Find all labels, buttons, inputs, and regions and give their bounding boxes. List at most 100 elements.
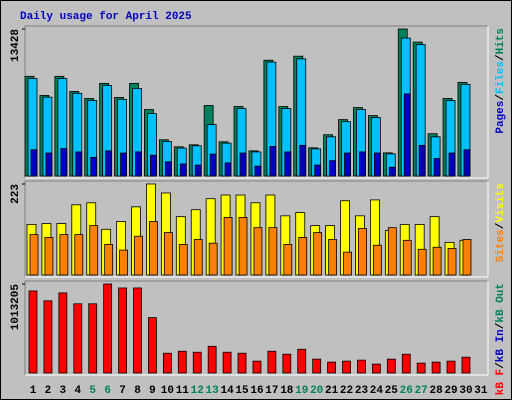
bar	[177, 350, 187, 374]
x-tick-label: 2	[45, 385, 52, 397]
bar	[28, 290, 38, 374]
bar	[432, 246, 442, 276]
legend: kB F/kB In/kB Out	[495, 283, 507, 395]
bar	[30, 149, 38, 177]
bar	[133, 287, 142, 374]
x-tick-label: 7	[119, 385, 126, 397]
x-tick-label: 29	[444, 385, 457, 397]
bar	[239, 152, 247, 177]
bar	[253, 227, 263, 276]
bar	[448, 152, 456, 177]
x-tick-label: 25	[385, 385, 399, 397]
x-tick-label: 16	[250, 385, 263, 397]
bar	[388, 166, 396, 177]
bar	[372, 244, 382, 276]
bar	[222, 351, 232, 374]
bar	[357, 359, 366, 374]
bar	[194, 164, 202, 177]
x-tick-label: 21	[325, 385, 339, 397]
x-tick-label: 30	[459, 385, 472, 397]
bar	[238, 217, 248, 276]
bar	[224, 162, 232, 177]
bar	[371, 363, 381, 374]
bar	[134, 235, 143, 276]
bar	[103, 283, 113, 374]
bar	[74, 234, 84, 276]
x-tick-label: 12	[191, 385, 204, 397]
bar	[44, 237, 54, 276]
bar	[105, 150, 113, 177]
bar	[401, 353, 411, 374]
bar	[208, 242, 218, 276]
legend-entry: Sites	[495, 229, 507, 262]
x-tick-label: 17	[265, 385, 278, 397]
bar	[373, 152, 381, 177]
bar	[312, 358, 322, 374]
bar	[314, 164, 322, 177]
bar	[58, 292, 68, 374]
bar	[418, 144, 426, 177]
bar	[119, 249, 128, 276]
bar	[192, 351, 202, 374]
x-tick-label: 15	[235, 385, 249, 397]
x-tick-label: 23	[355, 385, 369, 397]
bar	[269, 146, 277, 177]
bar	[343, 251, 352, 276]
bar	[461, 356, 471, 374]
bar	[416, 362, 426, 374]
bar	[223, 217, 233, 276]
bar	[209, 153, 217, 177]
bar	[328, 239, 338, 276]
x-tick-label: 31	[474, 385, 488, 397]
legend-entry: kB Out	[495, 283, 507, 323]
x-tick-label: 18	[280, 385, 294, 397]
legend-entry: Hits	[495, 28, 507, 54]
bar	[417, 248, 427, 276]
bar	[403, 93, 411, 177]
bar	[148, 317, 157, 374]
bar	[313, 232, 323, 276]
x-tick-label: 11	[176, 385, 190, 397]
bar	[178, 243, 188, 276]
bar	[447, 248, 457, 276]
bar	[446, 360, 456, 374]
bar	[88, 303, 98, 374]
bar	[298, 237, 308, 276]
bar	[386, 358, 396, 374]
bar	[431, 361, 441, 374]
bar	[164, 161, 172, 177]
chart-title: Daily usage for April 2025	[20, 11, 192, 23]
bar	[463, 149, 471, 177]
bar	[29, 234, 39, 276]
bar	[359, 151, 366, 177]
bar	[149, 221, 158, 276]
y-tick-label: 1013205	[10, 284, 22, 331]
bar	[179, 163, 187, 177]
x-tick-label: 3	[60, 385, 67, 397]
legend-separator: /	[495, 54, 507, 61]
bar	[193, 239, 203, 276]
bar	[387, 227, 397, 276]
x-tick-label: 4	[74, 385, 81, 397]
bar	[59, 234, 69, 276]
bar	[45, 152, 53, 177]
x-tick-label: 14	[220, 385, 234, 397]
bar	[60, 148, 68, 177]
x-tick-label: 8	[134, 385, 141, 397]
bar	[237, 352, 247, 374]
x-tick-label: 26	[400, 385, 413, 397]
x-tick-label: 28	[430, 385, 444, 397]
legend: Pages/Files/Hits	[495, 28, 507, 134]
x-tick-label: 13	[206, 385, 220, 397]
bar	[344, 152, 351, 177]
x-tick-label: 19	[295, 385, 308, 397]
legend-separator: /	[495, 222, 507, 229]
bar	[120, 152, 127, 177]
x-tick-label: 20	[310, 385, 323, 397]
x-tick-label: 24	[370, 385, 384, 397]
bar	[462, 239, 472, 276]
y-tick-label: 13428	[10, 29, 22, 62]
bar	[284, 151, 292, 177]
bar	[75, 151, 83, 177]
bar	[150, 154, 157, 177]
